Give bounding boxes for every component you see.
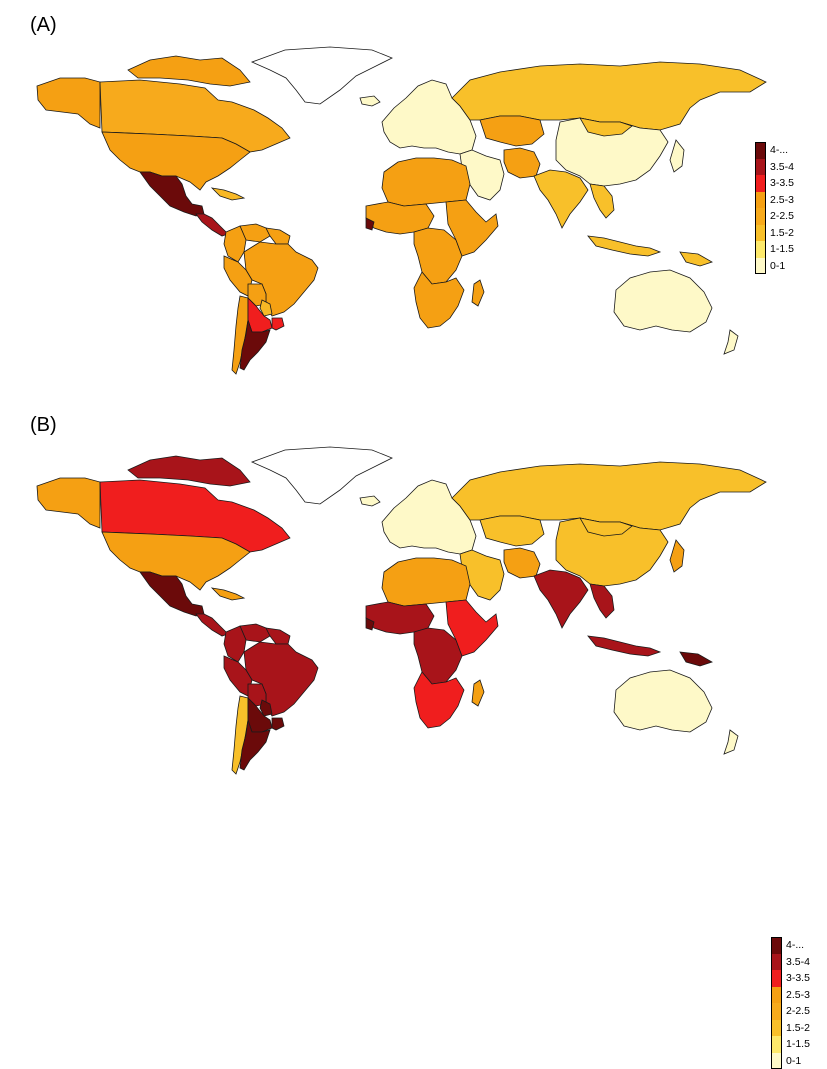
legend-swatch [755, 175, 766, 192]
region-kazakhstan [480, 116, 544, 146]
legend-swatch [755, 241, 766, 258]
world-map [0, 0, 827, 400]
region-uruguay [272, 318, 284, 330]
region-alaska [37, 78, 100, 128]
legend-swatch [771, 1003, 782, 1020]
legend-label: 0-1 [786, 1055, 801, 1067]
legend-label: 3.5-4 [770, 161, 794, 173]
legend-entry: 4-... [771, 937, 810, 954]
region-new-zealand [724, 730, 738, 754]
region-guyanas [266, 228, 290, 244]
legend-label: 1.5-2 [786, 1022, 810, 1034]
legend-label: 3.5-4 [786, 956, 810, 968]
region-australia [614, 270, 712, 332]
region-central-america [196, 214, 228, 236]
region-alaska [37, 478, 100, 528]
legend-entry: 2-2.5 [771, 1003, 810, 1020]
legend-swatch [771, 937, 782, 954]
region-se-asia [590, 584, 614, 618]
world-map [0, 400, 827, 800]
region-uruguay [272, 718, 284, 730]
region-japan [670, 540, 684, 572]
legend-swatch [755, 208, 766, 225]
legend-label: 3-3.5 [786, 972, 810, 984]
legend-entry: 3.5-4 [755, 159, 794, 176]
region-central-america [196, 614, 228, 636]
region-indonesia [588, 636, 660, 656]
legend-label: 2-2.5 [786, 1005, 810, 1017]
region-japan [670, 140, 684, 172]
legend-swatch [755, 258, 766, 275]
legend: 4-... 3.5-4 3-3.5 2.5-3 2-2.5 1.5-2 1-1.5 0-1 [771, 937, 810, 1069]
legend-label: 4-... [786, 939, 804, 951]
region-madagascar [472, 280, 484, 306]
legend-entry: 2.5-3 [771, 987, 810, 1004]
region-north-africa [382, 158, 470, 206]
legend-entry: 4-... [755, 142, 794, 159]
region-australia [614, 670, 712, 732]
legend-label: 1-1.5 [786, 1038, 810, 1050]
legend-entry: 3.5-4 [771, 954, 810, 971]
legend-swatch [771, 1053, 782, 1069]
region-north-africa [382, 558, 470, 606]
legend-swatch [755, 159, 766, 176]
region-new-zealand [724, 330, 738, 354]
legend-label: 2.5-3 [786, 989, 810, 1001]
legend-entry: 2-2.5 [755, 208, 794, 225]
legend-swatch [755, 192, 766, 209]
region-indonesia [588, 236, 660, 256]
region-madagascar [472, 680, 484, 706]
legend-label: 2-2.5 [770, 210, 794, 222]
region-south-asia [534, 170, 588, 228]
region-png [680, 652, 712, 666]
region-greenland [252, 47, 392, 104]
region-png [680, 252, 712, 266]
region-iran [504, 548, 540, 578]
legend-label: 2.5-3 [770, 194, 794, 206]
legend-entry: 2.5-3 [755, 192, 794, 209]
legend-entry: 3-3.5 [755, 175, 794, 192]
legend-swatch [771, 970, 782, 987]
legend-swatch [771, 954, 782, 971]
legend-entry: 0-1 [755, 258, 794, 275]
legend-entry: 3-3.5 [771, 970, 810, 987]
legend-label: 4-... [770, 144, 788, 156]
region-colombia [224, 226, 246, 262]
region-se-asia [590, 184, 614, 218]
legend-entry: 1.5-2 [771, 1020, 810, 1037]
region-guyanas [266, 628, 290, 644]
region-kazakhstan [480, 516, 544, 546]
legend-swatch [755, 142, 766, 159]
legend-entry: 1-1.5 [771, 1036, 810, 1053]
legend-entry: 1-1.5 [755, 241, 794, 258]
legend-swatch [771, 1036, 782, 1053]
region-south-asia [534, 570, 588, 628]
legend-swatch [755, 225, 766, 242]
legend-swatch [771, 1020, 782, 1037]
legend-label: 1-1.5 [770, 243, 794, 255]
legend: 4-... 3.5-4 3-3.5 2.5-3 2-2.5 1.5-2 1-1.5 0-1 [755, 142, 794, 274]
region-colombia [224, 626, 246, 662]
region-iceland [360, 96, 380, 106]
legend-label: 1.5-2 [770, 227, 794, 239]
region-iran [504, 148, 540, 178]
legend-label: 3-3.5 [770, 177, 794, 189]
legend-entry: 0-1 [771, 1053, 810, 1069]
region-caribbean [212, 188, 244, 200]
legend-swatch [771, 987, 782, 1004]
region-iceland [360, 496, 380, 506]
legend-label: 0-1 [770, 260, 785, 272]
region-caribbean [212, 588, 244, 600]
region-greenland [252, 447, 392, 504]
legend-entry: 1.5-2 [755, 225, 794, 242]
